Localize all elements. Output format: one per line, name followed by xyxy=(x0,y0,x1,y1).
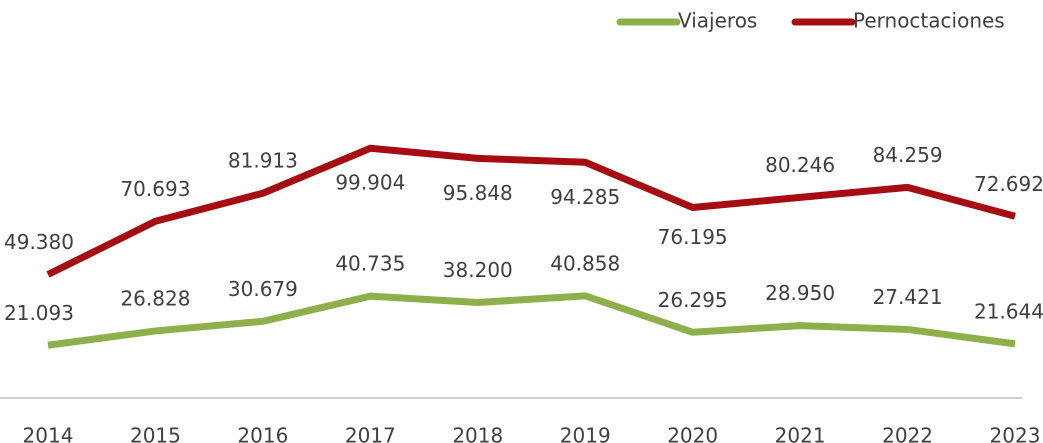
series-line xyxy=(46,144,1016,278)
data-label: 30.679 xyxy=(228,277,298,301)
data-label: 49.380 xyxy=(4,230,74,254)
x-tick-label: 2015 xyxy=(130,424,181,443)
data-label: 38.200 xyxy=(443,258,513,282)
data-label: 27.421 xyxy=(873,285,943,309)
x-tick-label: 2023 xyxy=(990,424,1041,443)
data-label: 28.950 xyxy=(765,281,835,305)
x-tick-label: 2020 xyxy=(667,424,718,443)
data-label: 99.904 xyxy=(335,171,405,195)
x-tick-label: 2017 xyxy=(345,424,396,443)
legend-label: Viajeros xyxy=(678,9,757,33)
data-label: 70.693 xyxy=(120,177,190,201)
x-tick-label: 2018 xyxy=(452,424,503,443)
x-tick-label: 2021 xyxy=(775,424,826,443)
x-tick-label: 2019 xyxy=(560,424,611,443)
data-label: 26.295 xyxy=(658,288,728,312)
x-tick-label: 2016 xyxy=(237,424,288,443)
data-label: 81.913 xyxy=(228,149,298,173)
data-label: 80.246 xyxy=(765,153,835,177)
legend-label: Pernoctaciones xyxy=(853,9,1005,33)
data-label: 26.828 xyxy=(120,286,190,310)
data-label: 21.093 xyxy=(4,301,74,325)
data-label: 76.195 xyxy=(658,225,728,249)
data-label: 72.692 xyxy=(974,172,1043,196)
series-line xyxy=(47,292,1016,349)
data-label: 40.735 xyxy=(335,252,405,276)
data-label: 95.848 xyxy=(443,181,513,205)
x-tick-label: 2014 xyxy=(23,424,74,443)
data-label: 40.858 xyxy=(550,251,620,275)
data-label: 94.285 xyxy=(550,185,620,209)
data-label: 84.259 xyxy=(873,143,943,167)
x-tick-label: 2022 xyxy=(882,424,933,443)
data-label: 21.644 xyxy=(974,299,1043,323)
